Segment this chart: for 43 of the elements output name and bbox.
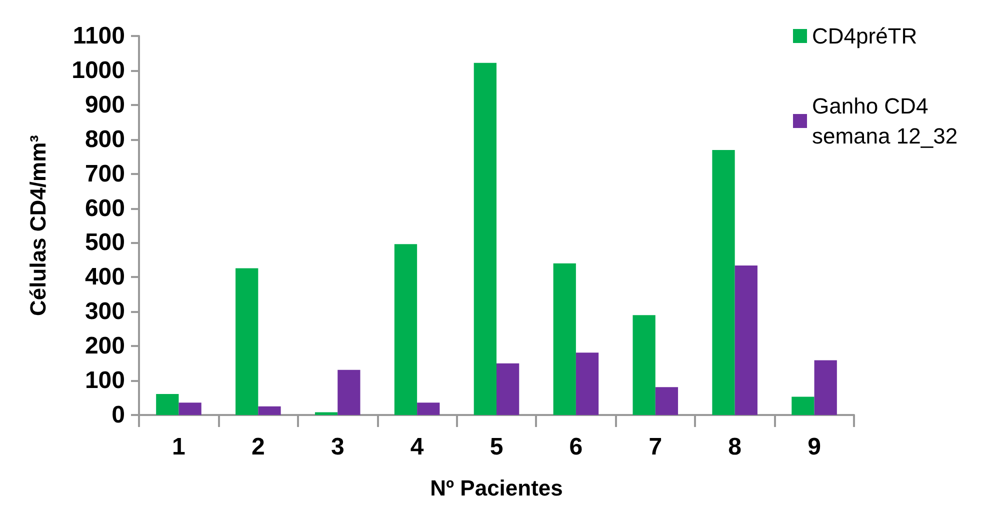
y-tick-label: 700	[84, 160, 125, 188]
bar	[314, 412, 338, 415]
y-tick-label: 100	[84, 367, 125, 394]
bar	[632, 315, 656, 415]
bar	[236, 268, 258, 415]
x-tick-label: 4	[410, 434, 424, 460]
bar	[156, 394, 179, 415]
x-tick-label: 6	[569, 434, 583, 460]
bar	[734, 265, 758, 415]
bar	[655, 387, 678, 415]
legend-label: CD4préTR	[812, 24, 918, 48]
bar	[474, 62, 496, 415]
bar	[553, 263, 576, 415]
bar	[394, 244, 418, 415]
bar	[814, 360, 837, 415]
x-tick-label: 8	[728, 434, 742, 460]
x-tick-label: 5	[490, 434, 504, 460]
y-tick-label: 300	[84, 298, 125, 326]
x-tick-label: 9	[808, 434, 821, 460]
y-tick-label: 900	[84, 91, 125, 118]
bar	[496, 363, 520, 415]
legend-label: Ganho CD4 semana 12_32	[812, 94, 958, 148]
y-axis-title: Células CD4/mm³	[26, 135, 50, 316]
bar	[338, 370, 360, 415]
bar	[417, 402, 440, 415]
y-tick-label: 200	[84, 332, 125, 360]
y-tick-label: 0	[112, 402, 125, 428]
bar	[576, 352, 599, 415]
bar	[712, 150, 735, 415]
y-tick-label: 800	[84, 126, 125, 153]
y-tick-label: 1000	[72, 56, 125, 84]
y-tick-label: 1100	[72, 22, 125, 50]
x-tick-label: 2	[251, 434, 265, 460]
y-tick-label: 400	[84, 264, 125, 291]
bar	[178, 402, 202, 415]
x-axis-title: Nº Pacientes	[430, 476, 563, 500]
y-tick-label: 500	[84, 229, 125, 256]
x-tick-label: 1	[172, 434, 186, 460]
bar	[258, 406, 281, 415]
bar	[792, 396, 814, 415]
x-tick-label: 3	[330, 434, 344, 460]
x-tick-label: 7	[648, 434, 662, 460]
y-tick-label: 600	[84, 194, 125, 222]
